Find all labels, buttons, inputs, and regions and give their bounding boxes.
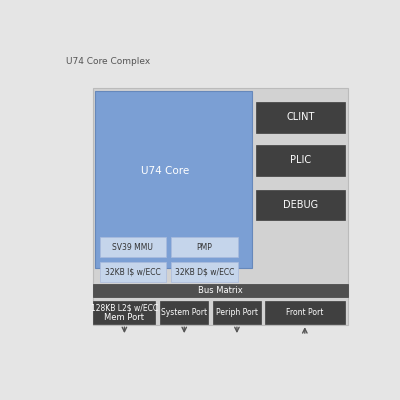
Text: U74 Core Complex: U74 Core Complex <box>66 57 150 66</box>
Text: System Port: System Port <box>161 308 207 317</box>
Text: 32KB D$ w/ECC: 32KB D$ w/ECC <box>174 268 234 276</box>
Text: SV39 MMU: SV39 MMU <box>112 243 153 252</box>
FancyBboxPatch shape <box>94 284 348 298</box>
Text: Mem Port: Mem Port <box>104 313 144 322</box>
FancyBboxPatch shape <box>94 300 155 324</box>
Text: Periph Port: Periph Port <box>216 308 258 317</box>
FancyBboxPatch shape <box>256 145 344 176</box>
FancyBboxPatch shape <box>256 190 344 220</box>
FancyBboxPatch shape <box>160 300 208 324</box>
FancyBboxPatch shape <box>100 262 166 282</box>
Text: PMP: PMP <box>196 243 212 252</box>
FancyBboxPatch shape <box>213 300 261 324</box>
Text: DEBUG: DEBUG <box>283 200 318 210</box>
FancyBboxPatch shape <box>171 238 238 258</box>
FancyBboxPatch shape <box>171 262 238 282</box>
FancyBboxPatch shape <box>100 238 166 258</box>
FancyBboxPatch shape <box>266 300 344 324</box>
Text: 128KB L2$ w/ECC: 128KB L2$ w/ECC <box>91 304 158 312</box>
FancyBboxPatch shape <box>95 91 252 268</box>
Text: Bus Matrix: Bus Matrix <box>198 286 243 295</box>
Text: CLINT: CLINT <box>286 112 314 122</box>
Text: 32KB I$ w/ECC: 32KB I$ w/ECC <box>105 268 161 276</box>
Text: U74 Core: U74 Core <box>141 166 190 176</box>
FancyBboxPatch shape <box>256 102 344 133</box>
FancyBboxPatch shape <box>94 88 348 325</box>
Text: PLIC: PLIC <box>290 156 311 166</box>
Text: Front Port: Front Port <box>286 308 324 317</box>
